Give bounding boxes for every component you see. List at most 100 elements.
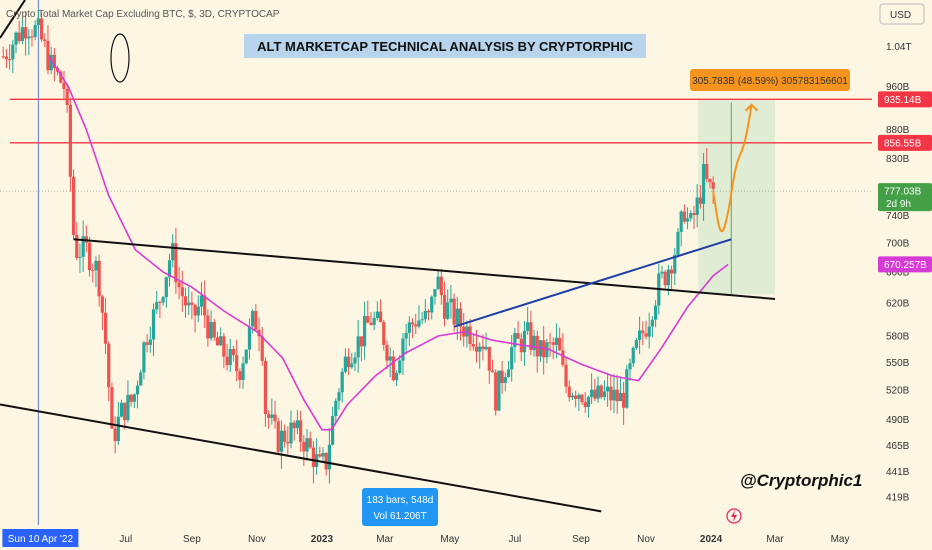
x-tick-label: Jul [119,534,132,545]
descending-channel-lower[interactable] [0,403,602,513]
candle-body [388,356,392,361]
candle-body [244,349,248,364]
candle-body [39,18,44,40]
candle-body [638,330,642,341]
candle-body [682,211,686,222]
author-signature: @Cryptorphic1 [740,471,862,490]
candle-body [487,346,491,371]
y-tick-label: 441B [886,467,910,478]
candle-body [513,333,517,348]
candle-body [366,316,370,323]
candle-body [481,346,485,350]
candle-body [75,234,79,258]
candle-body [139,372,143,386]
currency-button[interactable] [879,3,925,25]
last-price-tag-label: 777.03B [884,187,922,198]
candle-body [452,298,456,325]
candle-body [446,302,450,319]
candle-body [618,392,623,402]
candle-body [590,389,594,397]
candle-body [142,342,146,373]
candle-body [126,394,130,421]
candle-body [494,372,498,411]
lower-resistance-tag-label: 856.55B [884,138,922,149]
descending-channel-upper[interactable] [73,238,776,300]
candle-body [65,88,69,105]
candle-body [183,296,188,306]
candle-body [135,385,140,395]
lower-resistance-tag [878,134,932,151]
candle-body [187,302,191,306]
candle-body [260,336,264,361]
candle-body [701,164,706,204]
candle-body [94,260,98,271]
candle-body [468,326,472,344]
candle-body [318,454,322,457]
candle-body [612,389,616,401]
candle-body [570,395,575,398]
y-tick-label: 880B [886,125,910,136]
projection-path [712,104,753,233]
candle-body [23,27,28,39]
measure-box [690,69,850,91]
candle-body [174,243,178,283]
candle-body [289,422,293,444]
candle-body [164,277,168,298]
candle-body [46,41,50,71]
candle-body [330,416,335,445]
candle-body [222,336,226,357]
candle-body [145,342,149,345]
candle-body [567,386,571,398]
candle-body [606,386,610,392]
currency-button-label: USD [890,10,911,21]
candle-body [653,305,658,320]
candle-body [414,324,418,327]
y-tick-label: 620B [886,298,910,309]
candle-body [529,322,533,350]
candle-body [673,254,677,274]
candle-body [190,302,194,305]
candle-body [308,438,312,448]
candle-body [490,370,495,373]
candle-body [113,428,117,442]
support-trendline[interactable] [453,238,732,328]
candle-body [49,54,53,71]
candle-body [209,322,213,339]
candle-body [596,385,600,399]
candle-body [343,356,347,372]
x-tick-label: Mar [376,534,394,545]
candle-body [631,347,635,364]
projection-arrowhead [744,103,759,112]
candle-body [270,414,274,418]
candle-body [206,315,210,339]
candle-body [548,342,552,344]
candle-body [410,322,415,325]
channel-upper-edge-line[interactable] [0,0,26,39]
upper-resistance-tag-label: 935.14B [884,95,922,106]
candle-body [685,218,690,222]
candle-body [516,333,520,339]
candle-body [212,322,216,338]
candle-body [87,242,92,271]
candle-body [33,25,37,37]
candle-body [554,337,559,345]
candle-body [254,310,258,330]
target-zone [698,98,775,295]
candle-body [299,420,303,442]
candle-body [219,336,223,346]
cursor-info-box [362,488,438,526]
candle-body [193,304,197,316]
moving-average-tag-label: 670.257B [884,260,927,271]
candle-body [171,243,175,261]
candle-body [442,295,447,319]
candle-body [372,318,376,325]
candle-body [241,363,245,380]
candle-body [506,369,511,378]
candle-body [110,387,114,429]
candle-body [4,56,8,60]
candle-body [286,441,290,444]
candle-body [404,332,408,339]
y-tick-label: 490B [886,415,910,426]
